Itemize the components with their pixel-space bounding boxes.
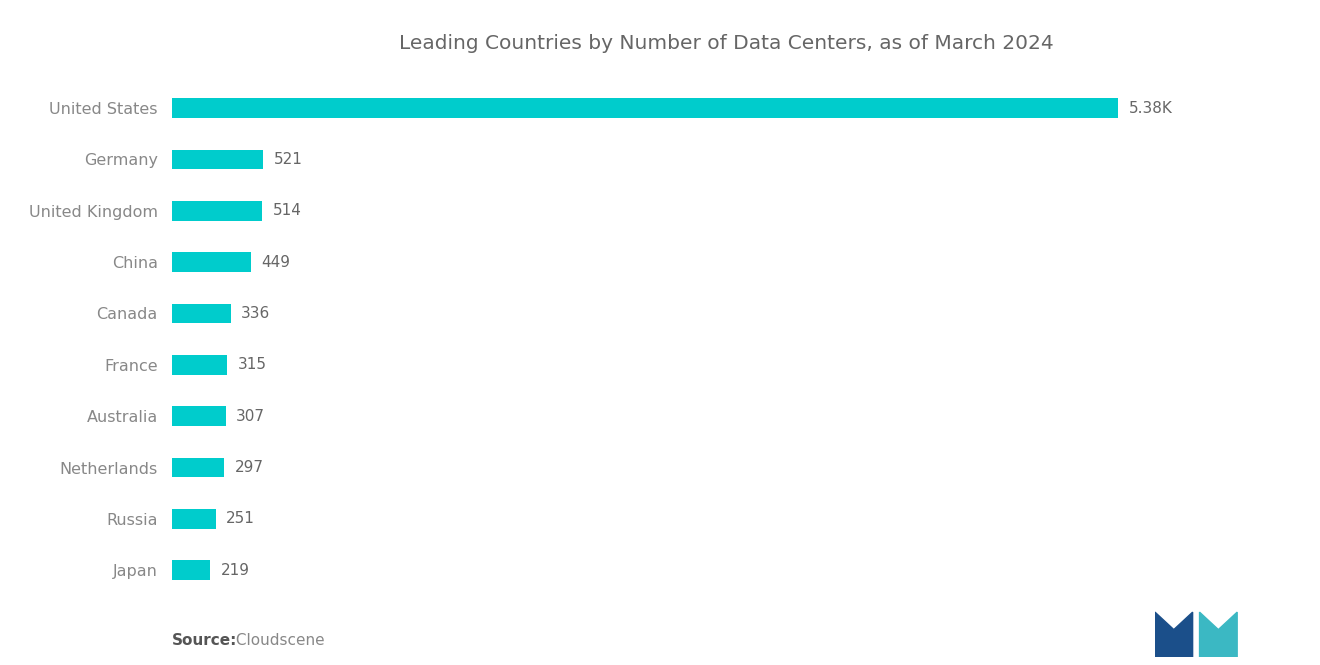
Bar — [172, 458, 224, 477]
Bar — [172, 252, 251, 272]
Bar — [172, 406, 226, 426]
Text: 449: 449 — [261, 255, 290, 269]
Text: 297: 297 — [235, 460, 264, 475]
Text: 307: 307 — [236, 409, 265, 424]
Bar — [172, 355, 227, 374]
Text: 336: 336 — [242, 306, 271, 321]
Text: 315: 315 — [238, 357, 267, 372]
Text: 5.38K: 5.38K — [1129, 100, 1173, 116]
Bar — [172, 304, 231, 323]
Polygon shape — [1155, 612, 1193, 657]
Text: 219: 219 — [220, 563, 249, 578]
Polygon shape — [1200, 612, 1237, 657]
Bar — [172, 98, 1118, 118]
Text: 514: 514 — [273, 203, 301, 218]
Text: Cloudscene: Cloudscene — [231, 633, 325, 648]
Text: 521: 521 — [273, 152, 302, 167]
Bar — [172, 150, 263, 169]
Text: Source:: Source: — [172, 633, 238, 648]
Text: 251: 251 — [226, 511, 255, 527]
Bar — [172, 509, 215, 529]
Bar — [172, 201, 263, 221]
Bar — [172, 561, 210, 580]
Title: Leading Countries by Number of Data Centers, as of March 2024: Leading Countries by Number of Data Cent… — [399, 34, 1053, 53]
